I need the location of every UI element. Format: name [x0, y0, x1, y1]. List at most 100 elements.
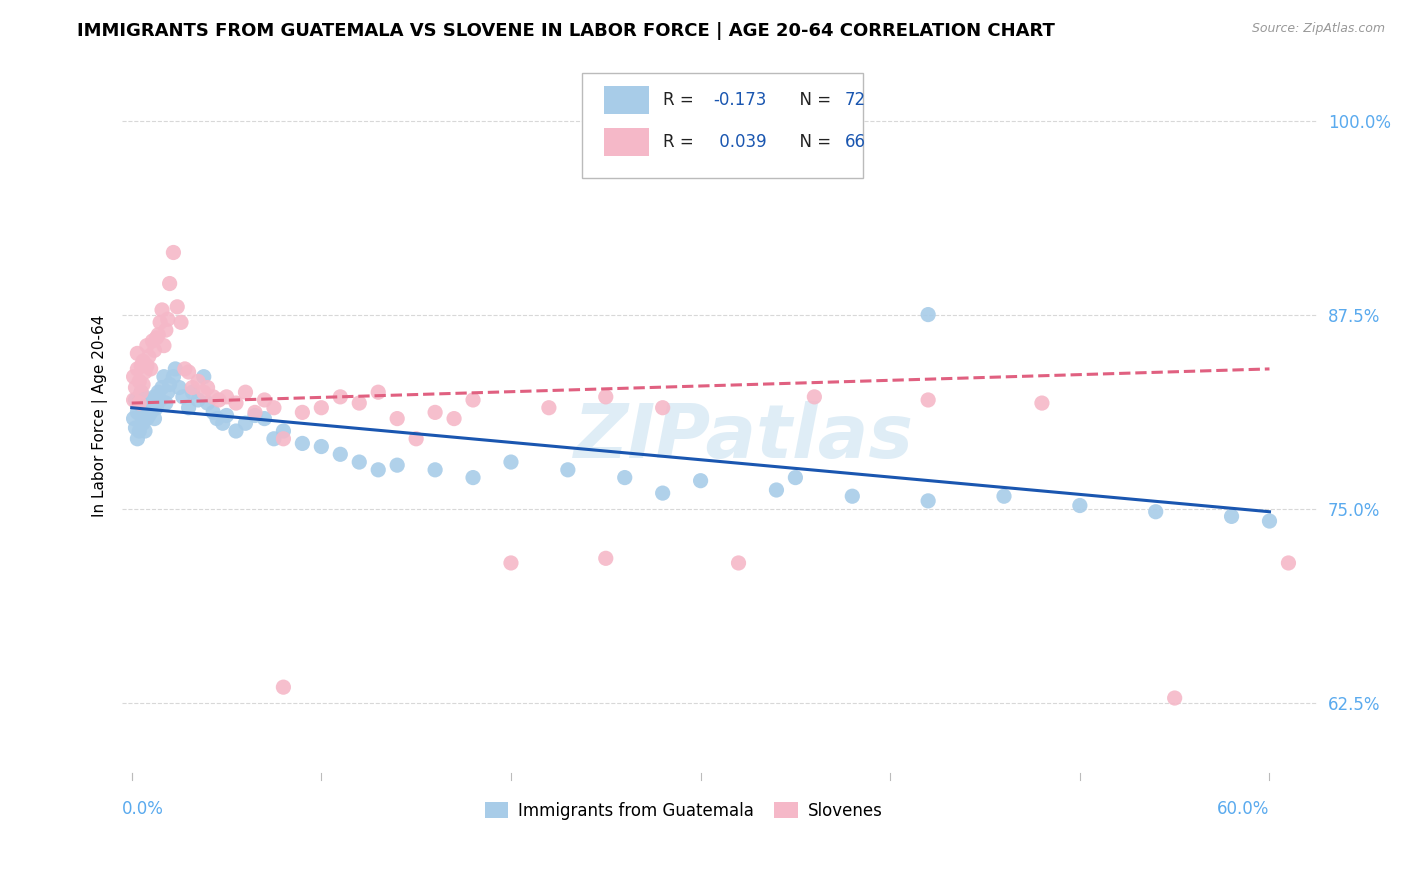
Point — [215, 409, 238, 423]
Point — [461, 470, 484, 484]
Point — [263, 432, 285, 446]
Point — [329, 447, 352, 461]
Point — [134, 424, 156, 438]
Point — [122, 369, 145, 384]
Point — [193, 369, 215, 384]
Point — [162, 369, 184, 384]
Point — [156, 312, 179, 326]
Point — [129, 385, 152, 400]
Point — [443, 411, 465, 425]
Point — [142, 396, 165, 410]
Point — [253, 411, 276, 425]
Point — [613, 470, 636, 484]
Point — [167, 380, 190, 394]
Point — [173, 362, 195, 376]
Point — [143, 390, 166, 404]
Point — [124, 421, 146, 435]
Point — [139, 392, 162, 407]
Point — [311, 440, 333, 454]
Point — [138, 409, 160, 423]
Point — [150, 302, 173, 317]
Point — [211, 416, 233, 430]
Point — [1069, 499, 1091, 513]
Point — [134, 365, 156, 379]
Point — [215, 390, 238, 404]
Point — [150, 380, 173, 394]
Point — [225, 396, 247, 410]
Point — [367, 385, 389, 400]
Bar — [603, 87, 650, 114]
Point — [143, 411, 166, 425]
Point — [127, 432, 149, 446]
Text: R =: R = — [664, 133, 699, 151]
Bar — [603, 128, 650, 156]
Point — [170, 315, 193, 329]
Point — [122, 392, 145, 407]
Point — [149, 315, 172, 329]
Point — [138, 350, 160, 364]
Point — [841, 489, 863, 503]
Point — [155, 323, 177, 337]
Point — [785, 470, 807, 484]
Point — [499, 455, 522, 469]
Point — [134, 392, 156, 407]
Point — [142, 334, 165, 348]
Point — [153, 338, 176, 352]
Point — [367, 463, 389, 477]
Point — [499, 556, 522, 570]
Point — [727, 556, 749, 570]
Point — [187, 375, 209, 389]
Point — [153, 369, 176, 384]
Text: 0.0%: 0.0% — [122, 800, 165, 819]
Point — [197, 396, 219, 410]
Point — [127, 405, 149, 419]
Point — [139, 362, 162, 376]
Point — [122, 411, 145, 425]
Legend: Immigrants from Guatemala, Slovenes: Immigrants from Guatemala, Slovenes — [478, 796, 889, 827]
Point — [132, 377, 155, 392]
Point — [172, 390, 194, 404]
Text: 66: 66 — [845, 133, 866, 151]
Point — [273, 432, 295, 446]
Point — [689, 474, 711, 488]
Point — [423, 405, 446, 419]
Point — [917, 494, 939, 508]
Point — [132, 354, 155, 368]
Point — [405, 432, 427, 446]
Point — [181, 385, 204, 400]
Point — [156, 385, 179, 400]
Point — [135, 338, 157, 352]
Point — [765, 483, 787, 497]
Point — [993, 489, 1015, 503]
Point — [202, 390, 225, 404]
Point — [1163, 691, 1185, 706]
Point — [148, 327, 170, 342]
Point — [235, 416, 257, 430]
Point — [1220, 509, 1243, 524]
Point — [243, 409, 266, 423]
Point — [124, 380, 146, 394]
Point — [311, 401, 333, 415]
Point — [291, 436, 314, 450]
Point — [193, 385, 215, 400]
Point — [128, 375, 150, 389]
Point — [557, 463, 579, 477]
Point — [132, 401, 155, 415]
Point — [128, 396, 150, 410]
Point — [461, 392, 484, 407]
Point — [291, 405, 314, 419]
Text: 72: 72 — [845, 91, 866, 110]
Point — [197, 380, 219, 394]
Point — [127, 362, 149, 376]
Point — [145, 331, 167, 345]
Point — [129, 385, 152, 400]
Point — [1277, 556, 1299, 570]
FancyBboxPatch shape — [582, 72, 863, 178]
Point — [595, 551, 617, 566]
Point — [127, 346, 149, 360]
Point — [143, 343, 166, 358]
Point — [187, 392, 209, 407]
Point — [263, 401, 285, 415]
Point — [149, 392, 172, 407]
Point — [205, 411, 228, 425]
